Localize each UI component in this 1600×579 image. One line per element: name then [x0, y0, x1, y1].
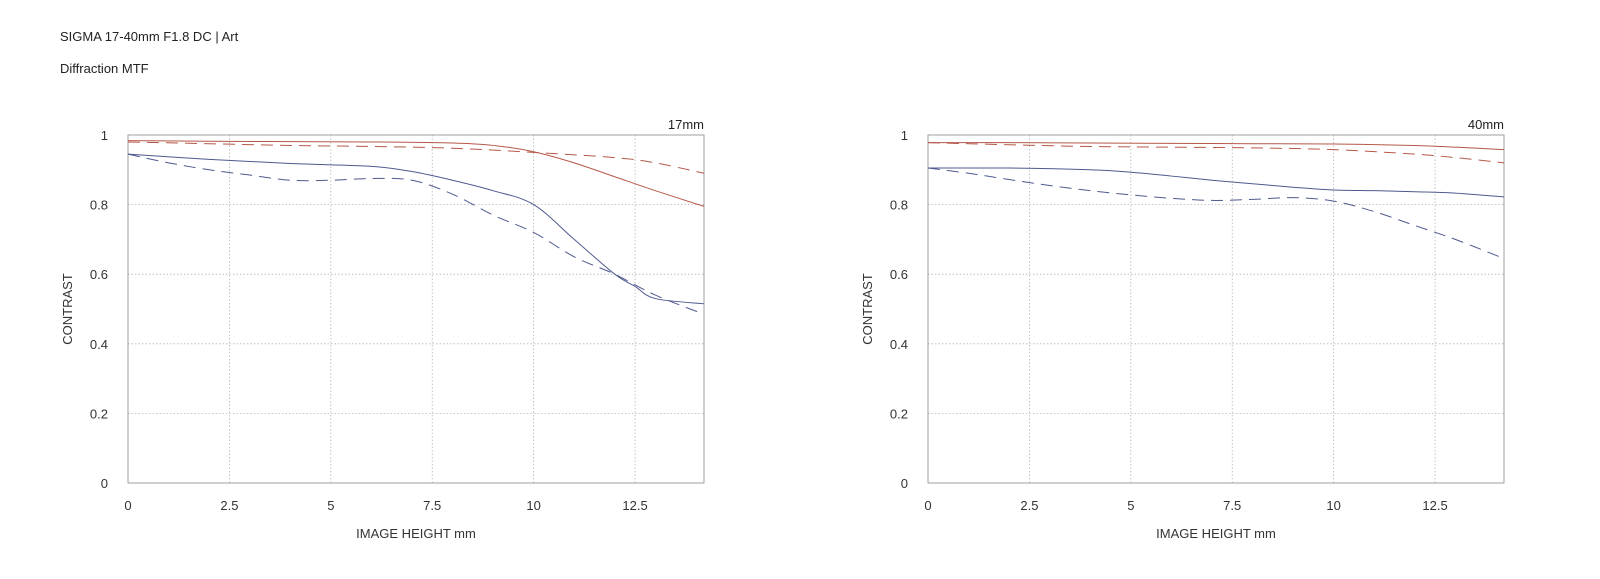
y-tick-label: 0.8 [890, 198, 908, 213]
x-tick-label: 0 [124, 498, 131, 513]
x-tick-label: 10 [1326, 498, 1340, 513]
chart-title: SIGMA 17-40mm F1.8 DC | Art [60, 29, 239, 44]
x-tick-label: 12.5 [622, 498, 647, 513]
plot-frame [927, 134, 1505, 484]
y-tick-label: 0 [101, 476, 108, 491]
series-line-red-solid [127, 140, 705, 207]
y-tick-label: 1 [101, 128, 108, 143]
series-line-red-solid [927, 142, 1505, 151]
x-tick-label: 2.5 [220, 498, 238, 513]
x-tick-label: 7.5 [423, 498, 441, 513]
x-tick-label: 12.5 [1422, 498, 1447, 513]
y-tick-label: 0.8 [90, 198, 108, 213]
chart-subtitle: Diffraction MTF [60, 61, 149, 76]
x-axis-label: IMAGE HEIGHT mm [1156, 526, 1276, 541]
plot-frame [127, 134, 705, 484]
y-tick-label: 0.6 [90, 267, 108, 282]
y-tick-label: 0.4 [890, 337, 908, 352]
series-line-red-dashed [927, 142, 1505, 164]
series-line-blue-solid [127, 153, 705, 305]
y-tick-label: 0.6 [890, 267, 908, 282]
x-tick-label: 0 [924, 498, 931, 513]
y-tick-label: 0.2 [90, 406, 108, 421]
series-line-blue-dashed [927, 167, 1505, 260]
focal-length-label: 17mm [668, 117, 704, 132]
x-tick-label: 2.5 [1020, 498, 1038, 513]
focal-length-label: 40mm [1468, 117, 1504, 132]
y-tick-label: 1 [901, 128, 908, 143]
x-tick-label: 10 [526, 498, 540, 513]
series-line-blue-solid [927, 167, 1505, 198]
series-line-blue-dashed [127, 153, 705, 315]
x-tick-label: 7.5 [1223, 498, 1241, 513]
x-axis-label: IMAGE HEIGHT mm [356, 526, 476, 541]
y-axis-label: CONTRAST [860, 273, 875, 345]
y-tick-label: 0 [901, 476, 908, 491]
x-tick-label: 5 [1127, 498, 1134, 513]
series-line-red-dashed [127, 141, 705, 174]
x-tick-label: 5 [327, 498, 334, 513]
y-tick-label: 0.2 [890, 406, 908, 421]
y-axis-label: CONTRAST [60, 273, 75, 345]
y-tick-label: 0.4 [90, 337, 108, 352]
